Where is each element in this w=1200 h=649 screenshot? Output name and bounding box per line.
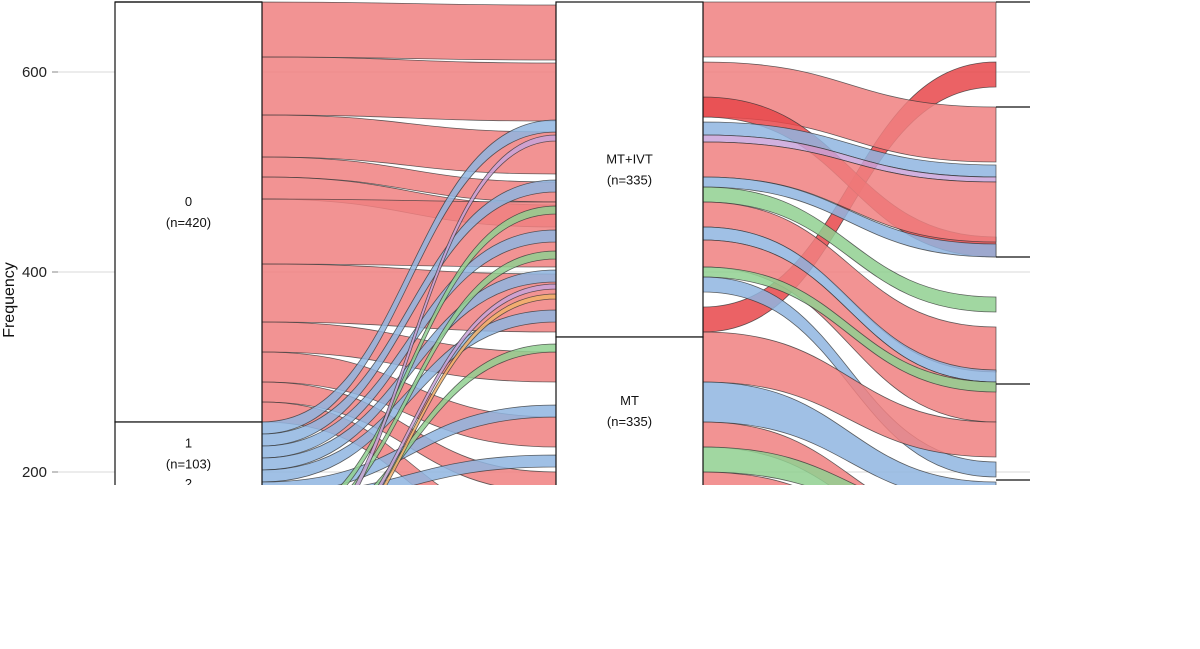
bottom-mask bbox=[0, 485, 1200, 649]
tick-label: 400 bbox=[22, 264, 47, 281]
y-axis-title: Frequency bbox=[1, 262, 18, 338]
stratum bbox=[114, 1, 263, 423]
tick-label: 600 bbox=[22, 64, 47, 81]
flow-2 bbox=[702, 266, 997, 393]
stratum-count: (n=335) bbox=[607, 173, 652, 188]
stratum bbox=[555, 1, 704, 338]
stratum-label: 1 bbox=[185, 436, 192, 451]
stratum-label: 2 bbox=[185, 476, 192, 491]
flow-0 bbox=[261, 198, 557, 268]
flow-1 bbox=[702, 176, 997, 258]
flow-0 bbox=[702, 1, 997, 58]
stratum-count: (n=335) bbox=[607, 414, 652, 429]
stratum-count: (n=103) bbox=[166, 457, 211, 472]
stratum-label: MT+IVT bbox=[606, 152, 653, 167]
y-axis: 200 400 600 bbox=[22, 64, 58, 481]
stratum-label: MT bbox=[620, 393, 639, 408]
stratum-label: 0 bbox=[185, 194, 192, 209]
tick-label: 200 bbox=[22, 464, 47, 481]
stratum-count: (n=420) bbox=[166, 215, 211, 230]
flow-0 bbox=[261, 56, 557, 122]
flow-0 bbox=[702, 331, 997, 458]
flow-2 bbox=[702, 186, 997, 313]
flow-0 bbox=[261, 1, 557, 61]
